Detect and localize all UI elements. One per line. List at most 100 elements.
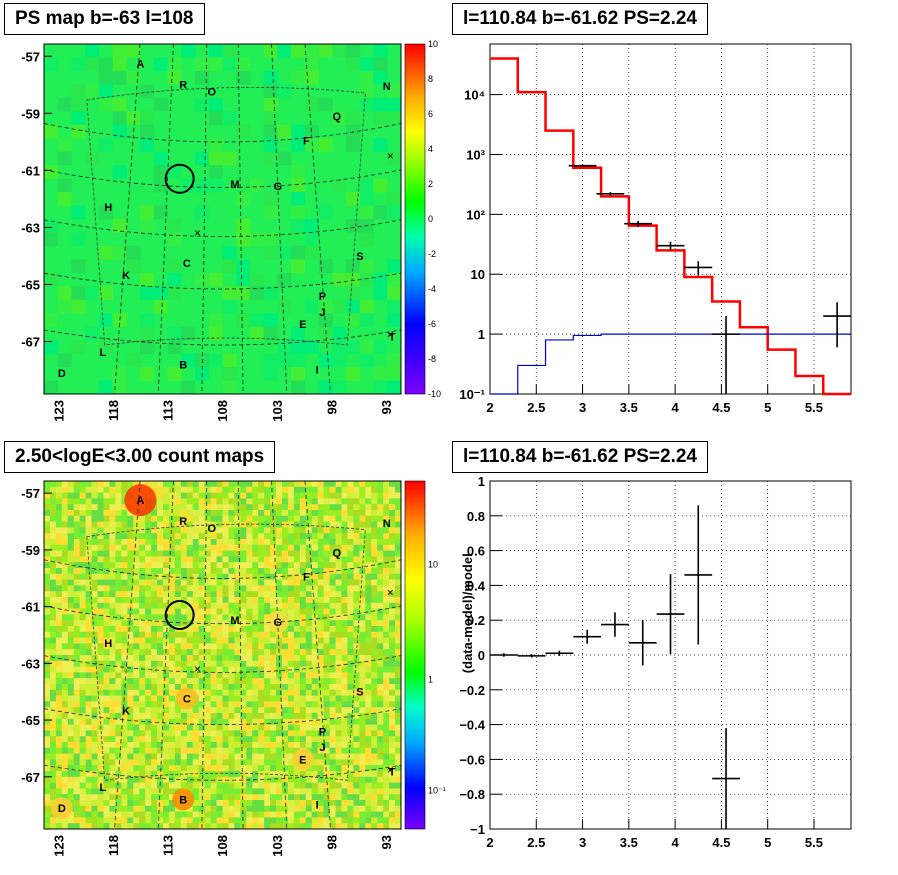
map-pixel <box>126 44 141 58</box>
map-pixel <box>335 562 342 569</box>
map-pixel <box>359 533 366 540</box>
map-pixel <box>192 602 199 609</box>
map-pixel <box>228 510 235 517</box>
map-pixel <box>291 259 306 274</box>
map-pixel <box>198 486 205 493</box>
map-pixel <box>139 585 146 592</box>
map-pixel <box>121 713 128 720</box>
map-pixel <box>97 568 104 575</box>
map-pixel <box>222 742 229 749</box>
map-pixel <box>57 286 72 301</box>
map-pixel <box>49 626 57 633</box>
map-pixel <box>240 695 247 702</box>
map-pixel <box>323 533 330 540</box>
map-pixel <box>115 568 122 575</box>
map-pixel <box>210 678 217 685</box>
map-pixel <box>61 817 69 824</box>
map-pixel <box>395 817 402 824</box>
map-pixel <box>67 660 75 667</box>
map-pixel <box>332 44 347 58</box>
map-pixel <box>240 550 247 557</box>
map-pixel <box>395 631 402 638</box>
map-pixel <box>73 660 80 667</box>
map-pixel <box>103 614 110 621</box>
map-pixel <box>79 759 86 766</box>
map-pixel <box>228 568 235 575</box>
map-pixel <box>127 649 134 656</box>
map-pixel <box>258 626 265 633</box>
map-pixel <box>395 759 402 766</box>
map-pixel <box>85 701 92 708</box>
map-pixel <box>347 689 354 696</box>
map-pixel <box>264 805 271 812</box>
map-pixel <box>323 759 330 766</box>
map-pixel <box>210 666 217 673</box>
map-pixel <box>139 724 146 731</box>
map-pixel <box>317 753 324 760</box>
map-pixel <box>287 771 295 778</box>
map-pixel <box>264 504 271 511</box>
map-x-tick: 93 <box>379 400 394 414</box>
ps-map-title: PS map b=-63 l=108 <box>4 3 205 35</box>
map-pixel <box>252 660 259 667</box>
source-label: I <box>316 800 319 812</box>
map-pixel <box>145 724 152 731</box>
map-pixel <box>311 823 318 830</box>
map-pixel <box>270 643 277 650</box>
map-pixel <box>287 562 295 569</box>
map-pixel <box>121 678 128 685</box>
map-pixel <box>109 579 116 586</box>
map-pixel <box>222 521 229 528</box>
map-pixel <box>234 747 241 754</box>
map-pixel <box>329 655 336 662</box>
map-pixel <box>311 631 318 638</box>
map-pixel <box>55 533 63 540</box>
map-pixel <box>293 811 301 818</box>
map-pixel <box>55 701 63 708</box>
map-pixel <box>305 811 313 818</box>
map-pixel <box>234 486 241 493</box>
map-pixel <box>121 707 128 714</box>
map-pixel <box>277 44 292 58</box>
map-pixel <box>323 666 330 673</box>
map-pixel <box>133 631 140 638</box>
map-pixel <box>85 614 92 621</box>
map-pixel <box>174 544 182 551</box>
map-pixel <box>329 527 336 534</box>
map-pixel <box>222 539 229 546</box>
map-pixel <box>85 544 92 551</box>
map-pixel <box>323 660 330 667</box>
map-pixel <box>127 544 134 551</box>
map-pixel <box>216 724 223 731</box>
map-pixel <box>210 562 217 569</box>
map-pixel <box>186 655 194 662</box>
map-pixel <box>329 811 336 818</box>
map-pixel <box>97 747 104 754</box>
map-pixel <box>145 759 152 766</box>
map-pixel <box>252 544 259 551</box>
map-pixel <box>186 771 194 778</box>
map-pixel <box>323 498 330 505</box>
map-pixel <box>79 568 86 575</box>
map-pixel <box>139 689 146 696</box>
map-pixel <box>341 666 348 673</box>
source-label: M <box>230 179 239 191</box>
map-pixel <box>127 510 134 517</box>
map-pixel <box>353 573 360 580</box>
source-label: T <box>389 331 396 343</box>
map-pixel <box>145 614 152 621</box>
source-label: T <box>389 767 396 779</box>
map-pixel <box>258 672 265 679</box>
map-pixel <box>55 556 63 563</box>
map-pixel <box>139 788 146 795</box>
map-pixel <box>323 817 330 824</box>
map-pixel <box>359 689 366 696</box>
map-pixel <box>365 823 372 830</box>
map-pixel <box>234 573 241 580</box>
map-pixel <box>373 340 388 354</box>
map-pixel <box>383 504 390 511</box>
map-pixel <box>346 272 361 287</box>
map-pixel <box>73 672 80 679</box>
map-pixel <box>186 759 194 766</box>
